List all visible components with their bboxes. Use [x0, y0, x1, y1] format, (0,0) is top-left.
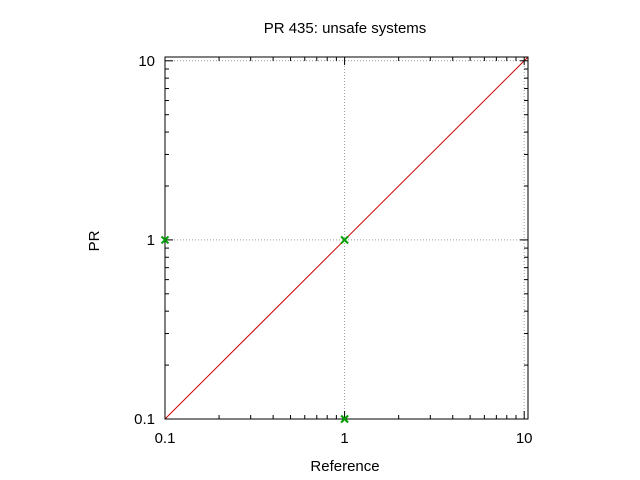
y-tick-label: 1	[147, 232, 155, 249]
data-points	[160, 235, 349, 424]
y-tick-labels: 0.1 1 10	[134, 53, 155, 428]
plot-frame	[164, 56, 529, 420]
data-point	[160, 235, 170, 245]
x-tick-label: 0.1	[155, 430, 176, 447]
data-point	[340, 235, 349, 245]
x-tick-label: 10	[516, 430, 533, 447]
y-tick-label: 0.1	[134, 411, 155, 428]
data-point	[340, 414, 349, 424]
y-tick-label: 10	[138, 53, 155, 70]
y-axis-label: PR	[86, 230, 103, 251]
x-tick-label: 1	[340, 430, 348, 447]
x-tick-labels: 0.1 1 10	[155, 430, 533, 447]
data-point-stroke	[160, 235, 170, 245]
x-axis-label: Reference	[310, 458, 379, 475]
chart-title: PR 435: unsafe systems	[264, 20, 427, 37]
data-point-stroke	[340, 235, 349, 245]
data-point-stroke	[340, 414, 349, 424]
